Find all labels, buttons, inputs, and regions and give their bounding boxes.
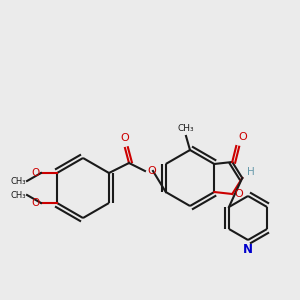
Text: CH₃: CH₃ — [11, 190, 26, 200]
Text: CH₃: CH₃ — [11, 176, 26, 185]
Text: CH₃: CH₃ — [178, 124, 194, 133]
Text: O: O — [147, 166, 156, 176]
Text: O: O — [234, 189, 243, 199]
Text: O: O — [238, 132, 247, 142]
Text: H: H — [247, 167, 255, 177]
Text: N: N — [243, 243, 253, 256]
Text: O: O — [121, 133, 129, 143]
Text: O: O — [32, 168, 40, 178]
Text: O: O — [32, 198, 40, 208]
